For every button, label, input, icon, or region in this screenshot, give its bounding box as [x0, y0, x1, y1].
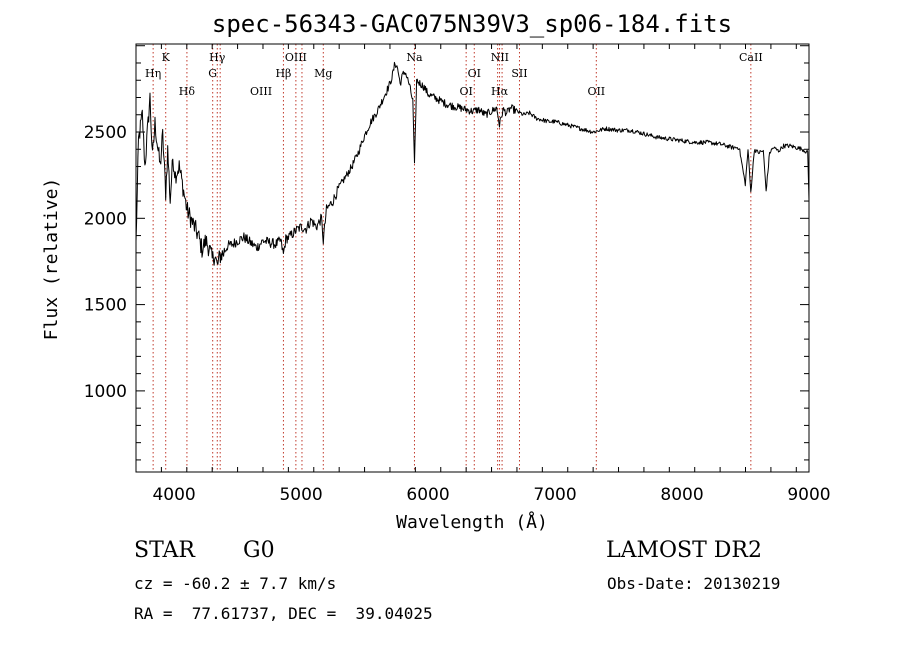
line-label: Hα: [491, 85, 509, 98]
line-label: Na: [406, 51, 423, 64]
line-label: NII: [491, 51, 509, 64]
x-tick-label: 9000: [787, 485, 830, 505]
object-class: STAR: [134, 538, 195, 563]
line-label: OIII: [285, 51, 307, 64]
line-label: OI: [468, 67, 481, 80]
y-tick-label: 2000: [84, 209, 127, 229]
x-tick-label: 5000: [279, 485, 322, 505]
velocity-readout: cz = -60.2 ± 7.7 km/s: [134, 574, 337, 593]
line-label: OI: [459, 85, 472, 98]
line-label: Mg: [314, 67, 332, 80]
x-axis-label: Wavelength (Å): [396, 511, 548, 533]
object-subclass: G0: [243, 538, 275, 563]
line-label: Hγ: [209, 51, 226, 64]
line-label: K: [162, 51, 171, 64]
chart-title: spec-56343-GAC075N39V3_sp06-184.fits: [212, 10, 732, 38]
y-tick-label: 1000: [84, 382, 127, 402]
line-label: Hβ: [275, 67, 291, 80]
y-axis-label: Flux (relative): [41, 178, 62, 341]
line-label: SII: [511, 67, 527, 80]
line-label: OIII: [250, 85, 272, 98]
coordinates-readout: RA = 77.61737, DEC = 39.04025: [134, 604, 433, 623]
x-tick-label: 4000: [152, 485, 195, 505]
line-label: OII: [587, 85, 605, 98]
x-tick-label: 6000: [406, 485, 449, 505]
observation-date: Obs-Date: 20130219: [607, 574, 781, 593]
line-label: Hη: [145, 67, 161, 80]
spectrum-line: [135, 61, 810, 266]
y-tick-label: 2500: [84, 123, 127, 143]
x-tick-label: 7000: [533, 485, 576, 505]
y-tick-label: 1500: [84, 296, 127, 316]
line-label: G: [208, 67, 217, 80]
plot-frame: [135, 43, 810, 473]
line-label: CaII: [739, 51, 763, 64]
x-tick-label: 8000: [660, 485, 703, 505]
axis-ticks: 4000 5000 6000 7000 8000 9000 1000 1500 2000 2500: [84, 44, 831, 505]
spectral-line-markers: [152, 44, 752, 472]
line-label: Hδ: [179, 85, 196, 98]
spectrum-series: [135, 61, 810, 266]
survey-name: LAMOST DR2: [606, 538, 762, 563]
